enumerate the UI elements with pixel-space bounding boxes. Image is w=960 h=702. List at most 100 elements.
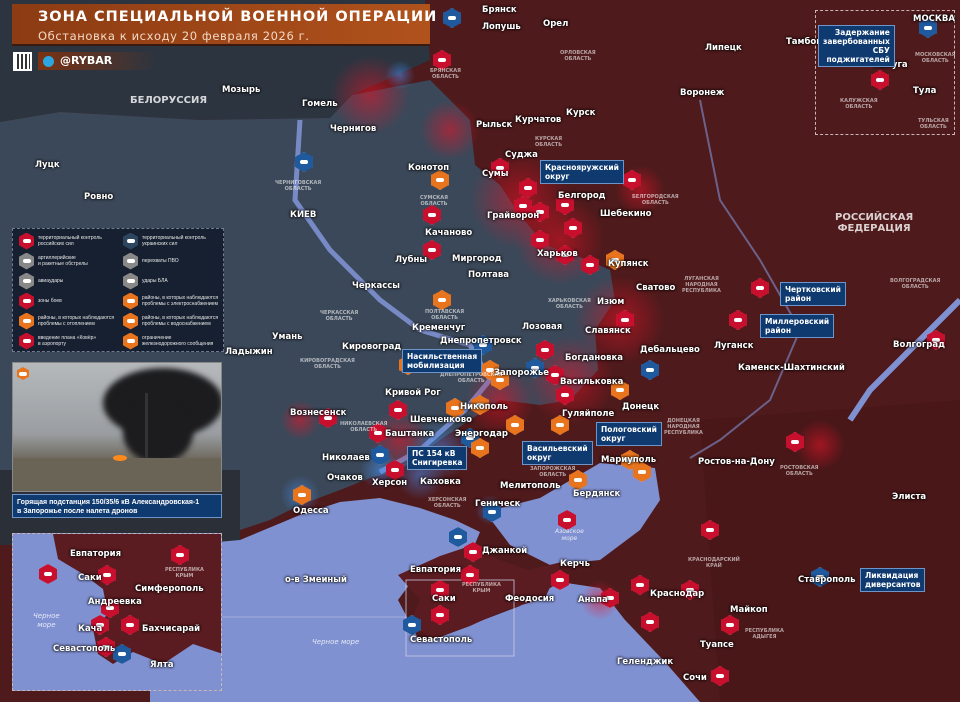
marker-strike-icon[interactable]	[729, 310, 747, 330]
event-callout[interactable]: Задержание завербованных СБУ поджигателе…	[818, 25, 895, 67]
marker-ukr-strike-icon[interactable]	[641, 360, 659, 380]
city-label: Керчь	[560, 559, 591, 569]
marker-strike-icon[interactable]	[97, 637, 115, 657]
blue-hexagon	[123, 232, 138, 250]
city-label: МОСКВА	[913, 14, 955, 24]
qr-code[interactable]	[13, 52, 32, 71]
marker-ukr-strike-icon[interactable]	[449, 527, 467, 547]
tank-icon	[123, 252, 138, 270]
marker-ukr-strike-icon[interactable]	[403, 615, 421, 635]
volga-river	[847, 297, 960, 422]
legend-item: авиаудары	[19, 272, 119, 290]
marker-strike-icon[interactable]	[39, 564, 57, 584]
city-label: Сочи	[683, 673, 707, 683]
marker-strike-icon[interactable]	[461, 565, 479, 585]
marker-ukr-strike-icon[interactable]	[811, 567, 829, 587]
city-label: Брянск	[482, 5, 517, 15]
marker-strike-icon[interactable]	[91, 615, 109, 635]
legend-label: территориальный контроль российских сил	[38, 235, 102, 247]
legend-item: территориальный контроль российских сил	[19, 232, 119, 250]
city-label: Шебекино	[600, 209, 652, 219]
legend-item: удары БЛА	[123, 272, 223, 290]
city-label: Феодосия	[505, 594, 555, 604]
region-label: НИКОЛАЕВСКАЯ ОБЛАСТЬ	[340, 421, 388, 433]
telegram-channel[interactable]: @RYBAR	[38, 52, 158, 70]
marker-strike-icon[interactable]	[423, 205, 441, 225]
marker-strike-icon[interactable]	[711, 666, 729, 686]
city-label: Воронеж	[680, 88, 725, 98]
city-label: Суджа	[505, 150, 538, 160]
city-label: Полтава	[468, 270, 509, 280]
marker-power-icon[interactable]	[433, 290, 451, 310]
event-callout[interactable]: Краснояружский округ	[540, 160, 624, 184]
legend-label: районы, в которых наблюдаются проблемы с…	[142, 315, 219, 327]
city-label: Каховка	[420, 477, 461, 487]
region-label: ДОНЕЦКАЯ НАРОДНАЯ РЕСПУБЛИКА	[664, 418, 703, 436]
city-label: Луганск	[714, 341, 754, 351]
marker-strike-icon[interactable]	[319, 408, 337, 428]
marker-strike-icon[interactable]	[721, 615, 739, 635]
region-label: РОСТОВСКАЯ ОБЛАСТЬ	[780, 465, 819, 477]
region-label: ПОЛТАВСКАЯ ОБЛАСТЬ	[425, 309, 465, 321]
marker-ukr-strike-icon[interactable]	[919, 18, 937, 38]
event-callout[interactable]: Пологовский округ	[596, 422, 662, 446]
caspian-lowland	[700, 400, 960, 702]
city-label: Ладыжин	[225, 347, 273, 357]
marker-strike-icon[interactable]	[631, 575, 649, 595]
event-callout[interactable]: Васильевский округ	[522, 441, 593, 465]
city-label: Славянск	[585, 326, 631, 336]
city-label: Геленджик	[617, 657, 674, 667]
marker-strike-icon[interactable]	[423, 240, 441, 260]
marker-strike-icon[interactable]	[701, 520, 719, 540]
region-label: КИРОВОГРАДСКАЯ ОБЛАСТЬ	[300, 358, 355, 370]
city-label: Тамбов	[786, 37, 822, 47]
flame-icon	[19, 312, 34, 330]
legend-item: зоны боев	[19, 292, 119, 310]
legend-item: территориальный контроль украинских сил	[123, 232, 223, 250]
marker-ukr-strike-icon[interactable]	[443, 8, 461, 28]
city-label: Саки	[78, 573, 102, 583]
marker-strike-icon[interactable]	[431, 605, 449, 625]
telegram-icon	[43, 56, 54, 67]
marker-power-icon[interactable]	[606, 250, 624, 270]
marker-strike-icon[interactable]	[431, 580, 449, 600]
city-label: Изюм	[597, 297, 625, 307]
city-label: Никополь	[460, 402, 508, 412]
city-label: Донецк	[622, 402, 660, 412]
marker-strike-icon[interactable]	[433, 50, 451, 70]
marker-power-icon[interactable]	[569, 470, 587, 490]
city-label: Белгород	[558, 191, 606, 201]
city-label: Лозовая	[522, 322, 563, 332]
city-label: Сумы	[482, 169, 509, 179]
marker-power-icon[interactable]	[446, 398, 464, 418]
marker-power-icon[interactable]	[431, 170, 449, 190]
fire-icon	[19, 292, 34, 310]
marker-strike-icon[interactable]	[751, 278, 769, 298]
marker-power-icon[interactable]	[471, 438, 489, 458]
marker-strike-icon[interactable]	[927, 330, 945, 350]
city-label: Андреевка	[88, 597, 142, 607]
event-callout[interactable]: Миллеровский район	[760, 314, 835, 338]
marker-power-icon[interactable]	[621, 450, 639, 470]
marker-power-icon[interactable]	[633, 462, 651, 482]
marker-ukr-strike-icon[interactable]	[113, 644, 131, 664]
marker-strike-icon[interactable]	[551, 570, 569, 590]
city-label: Днепропетровск	[440, 336, 522, 346]
event-callout[interactable]: Чертковский район	[780, 282, 846, 306]
event-callout[interactable]: Ликвидация диверсантов	[860, 568, 926, 592]
red-hexagon	[19, 232, 34, 250]
marker-ukr-strike-icon[interactable]	[295, 152, 313, 172]
city-label: Евпатория	[410, 565, 462, 575]
lightning-icon	[123, 292, 138, 310]
marker-strike-icon[interactable]	[641, 612, 659, 632]
event-callout[interactable]: ПС 154 кВ Снигиревка	[407, 446, 468, 470]
marker-strike-icon[interactable]	[558, 510, 576, 530]
marker-power-icon[interactable]	[611, 380, 629, 400]
region-label: БЕЛГОРОДСКАЯ ОБЛАСТЬ	[632, 194, 679, 206]
legend-label: зоны боев	[38, 298, 62, 304]
region-label: БРЯНСКАЯ ОБЛАСТЬ	[430, 68, 461, 80]
marker-strike-icon[interactable]	[171, 545, 189, 565]
marker-strike-icon[interactable]	[681, 580, 699, 600]
event-callout[interactable]: Насильственная мобилизация	[402, 349, 483, 373]
marker-strike-icon[interactable]	[464, 542, 482, 562]
